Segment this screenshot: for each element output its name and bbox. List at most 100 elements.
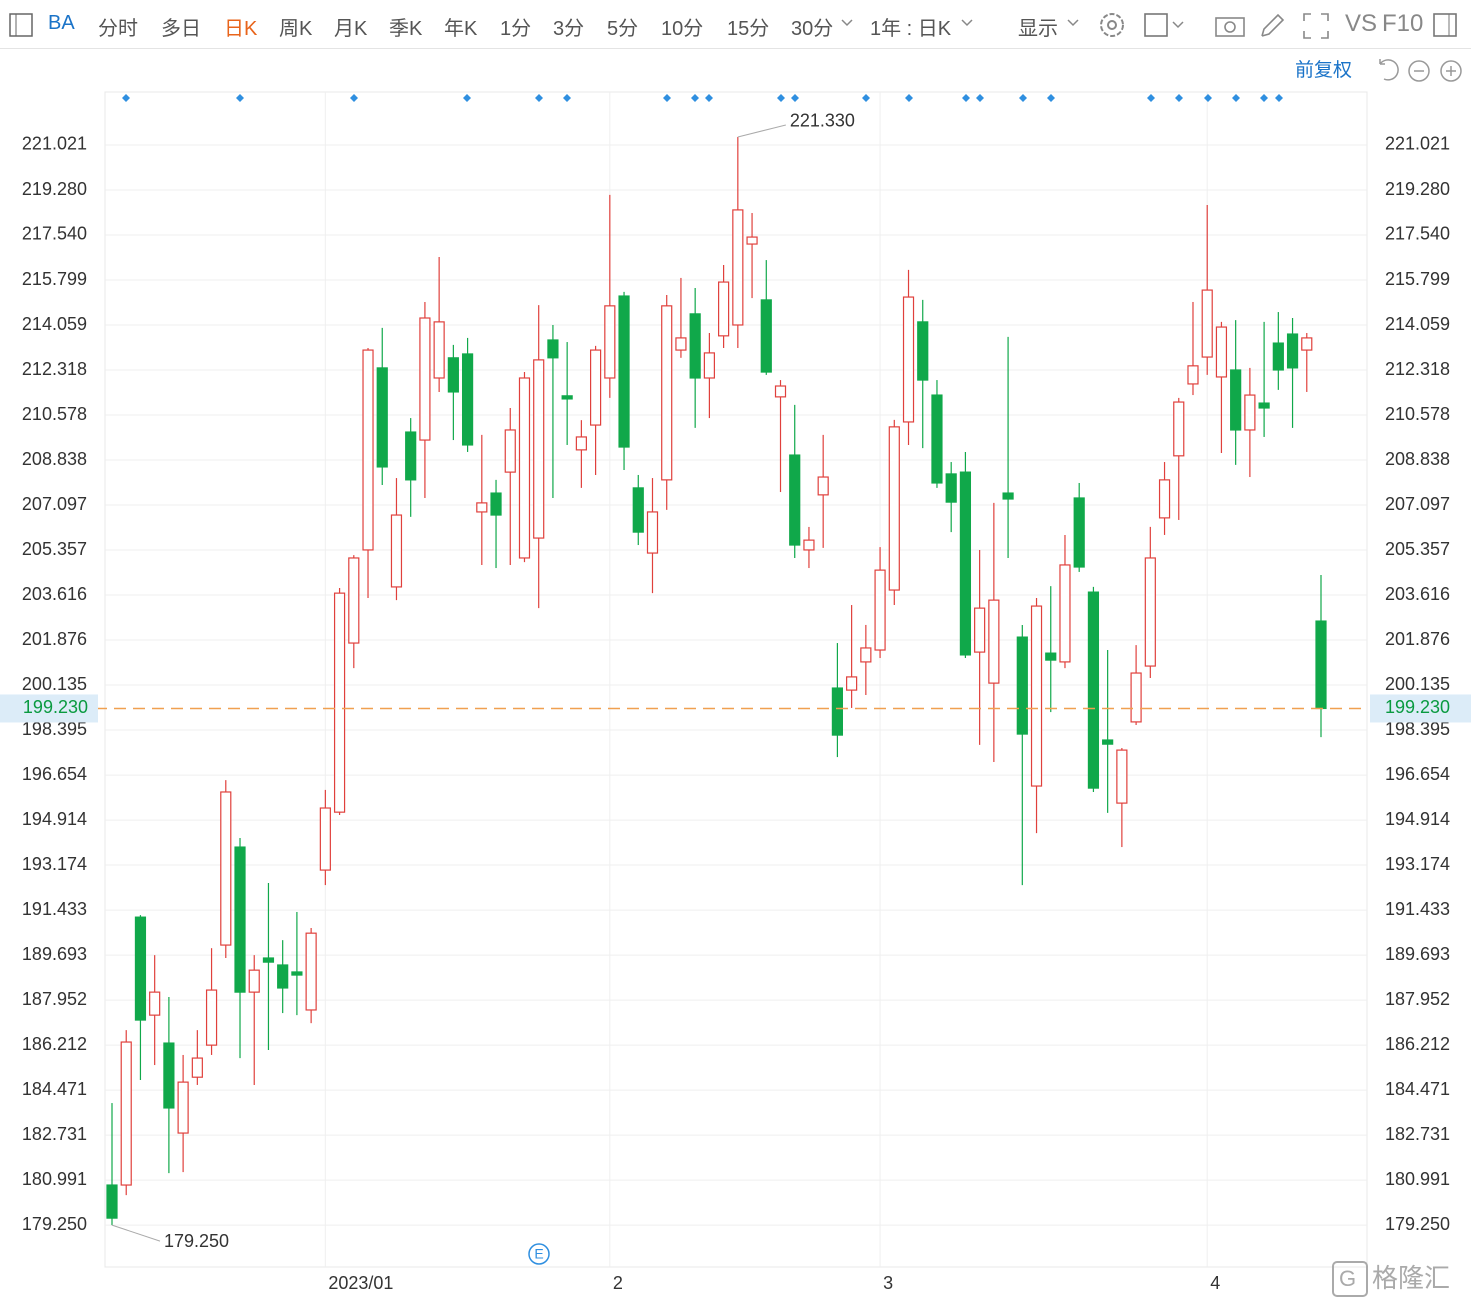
y-tick-label: 219.280 [1385, 179, 1450, 199]
candle-body [632, 487, 644, 533]
candle-body [191, 1057, 203, 1078]
max-pointer [737, 124, 786, 138]
candle-body [277, 964, 289, 989]
event-marker [663, 94, 671, 102]
event-badge [528, 1243, 550, 1265]
symbol[interactable]: BA [48, 12, 75, 34]
candle-body [1272, 342, 1284, 371]
candle-body [1116, 749, 1128, 804]
y-tick-label: 207.097 [1385, 494, 1450, 514]
last-price-label: 199.230 [23, 697, 88, 717]
event-marker [905, 94, 913, 102]
vs-button[interactable]: VS [1345, 10, 1378, 37]
candle-body [1158, 479, 1171, 519]
shape-icon[interactable] [1143, 12, 1191, 38]
y-tick-label: 186.212 [22, 1034, 87, 1054]
y-tick-label: 208.838 [1385, 449, 1450, 469]
event-marker [791, 94, 799, 102]
candle-body [163, 1042, 175, 1109]
candle-body [1087, 591, 1100, 789]
candle-body [1016, 636, 1028, 735]
candle-body [646, 511, 659, 554]
y-tick-label: 208.838 [22, 449, 87, 469]
candle-body [177, 1081, 189, 1134]
period-tab[interactable]: 多日 [161, 18, 201, 40]
candle-body [561, 395, 573, 400]
y-tick-label: 182.731 [22, 1124, 87, 1144]
period-tab[interactable]: 季K [389, 18, 423, 40]
y-tick-label: 194.914 [22, 809, 87, 829]
y-tick-label: 182.731 [1385, 1124, 1450, 1144]
candle-body [1286, 333, 1299, 369]
event-marker [463, 94, 471, 102]
y-tick-label: 180.991 [1385, 1169, 1450, 1189]
candle-body [234, 846, 246, 993]
y-tick-label: 214.059 [1385, 314, 1450, 334]
period-tab[interactable]: 年K [444, 18, 478, 40]
pen-icon[interactable] [1258, 12, 1286, 38]
period-tab[interactable]: 月K [334, 18, 368, 40]
y-tick-label: 207.097 [22, 494, 87, 514]
camera-icon[interactable] [1214, 12, 1246, 38]
min-pointer [111, 1224, 161, 1242]
side-panel-icon[interactable] [1432, 12, 1460, 40]
period-tab[interactable]: 5分 [607, 18, 639, 40]
display-select[interactable]: 显示 [1018, 18, 1058, 40]
y-tick-label: 198.395 [22, 719, 87, 739]
y-tick-label: 193.174 [22, 854, 87, 874]
candle-body [789, 454, 801, 546]
period-tab[interactable]: 分时 [98, 18, 138, 40]
candle-body [134, 916, 147, 1021]
candle-body [675, 337, 687, 351]
period-tab[interactable]: 日K [224, 18, 258, 40]
y-tick-label: 221.021 [22, 134, 87, 154]
candle-body [376, 367, 388, 468]
candle-body [405, 431, 417, 481]
candle-body [888, 426, 900, 591]
period-tab[interactable]: 10分 [661, 18, 704, 40]
candle-body [1301, 337, 1313, 351]
settings-icon[interactable] [1097, 10, 1127, 40]
period-tab[interactable]: 15分 [727, 18, 770, 40]
candle-body [419, 317, 431, 441]
period-tab[interactable]: 1分 [500, 18, 532, 40]
candle-body [604, 305, 616, 379]
y-tick-label: 187.952 [22, 989, 87, 1009]
candle-body [860, 647, 872, 663]
y-tick-label: 205.357 [22, 539, 87, 559]
y-tick-label: 187.952 [1385, 989, 1450, 1009]
candle-body [618, 295, 630, 448]
candle-body [817, 476, 829, 496]
candle-body [874, 569, 886, 651]
period-tab[interactable]: 3分 [553, 18, 585, 40]
y-tick-label: 179.250 [22, 1214, 87, 1234]
candle-body [461, 353, 474, 446]
range-select[interactable]: 1年 : 日K [870, 18, 952, 40]
max-label: 221.330 [790, 111, 855, 131]
candle-body [959, 471, 972, 656]
y-tick-label: 217.540 [1385, 224, 1450, 244]
y-tick-label: 189.693 [1385, 944, 1450, 964]
event-marker [535, 94, 543, 102]
event-marker [976, 94, 984, 102]
candle-body [661, 305, 673, 481]
y-tick-label: 189.693 [22, 944, 87, 964]
fullscreen-icon[interactable] [1302, 12, 1330, 40]
panel-icon[interactable] [8, 12, 34, 38]
candle-body [1030, 605, 1043, 787]
candle-body [348, 557, 360, 644]
f10-button[interactable]: F10 [1382, 10, 1424, 37]
period-tab[interactable]: 周K [279, 18, 313, 40]
candle-body [305, 932, 317, 1011]
candle-body [1244, 394, 1256, 431]
candle-body [760, 299, 772, 373]
zoom-controls[interactable] [1379, 59, 1462, 82]
adjust-button[interactable]: 前复权 [1295, 59, 1352, 81]
candle-body [732, 209, 744, 326]
candle-body [1215, 326, 1228, 378]
event-marker [1232, 94, 1240, 102]
event-marker [962, 94, 970, 102]
period-tab[interactable]: 30分 [791, 18, 834, 40]
candle-body [106, 1184, 118, 1219]
